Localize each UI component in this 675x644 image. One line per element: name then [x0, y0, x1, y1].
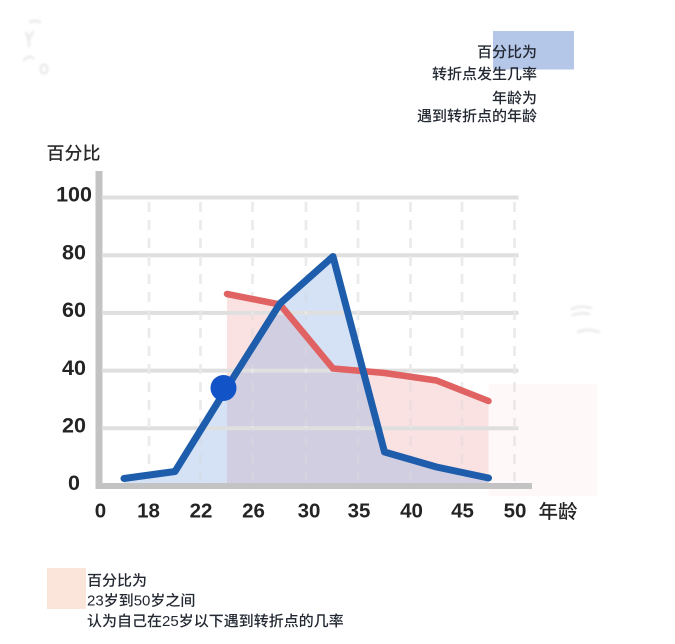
svg-text:0: 0	[68, 471, 80, 495]
svg-text:60: 60	[62, 298, 86, 322]
svg-text:20: 20	[62, 414, 86, 438]
svg-text:26: 26	[242, 499, 265, 522]
svg-text:50: 50	[134, 593, 151, 610]
svg-text:0: 0	[95, 499, 106, 522]
svg-text:45: 45	[451, 499, 474, 522]
svg-text:22: 22	[190, 499, 213, 522]
svg-text:80: 80	[62, 240, 86, 264]
svg-text:50: 50	[504, 499, 527, 522]
svg-text:40: 40	[400, 499, 423, 522]
svg-text:35: 35	[348, 499, 371, 522]
svg-text:100: 100	[56, 183, 92, 207]
svg-text:23: 23	[87, 593, 104, 610]
svg-text:25: 25	[162, 613, 179, 630]
svg-text:40: 40	[62, 356, 86, 380]
svg-text:18: 18	[137, 499, 160, 522]
svg-text:30: 30	[298, 499, 321, 522]
